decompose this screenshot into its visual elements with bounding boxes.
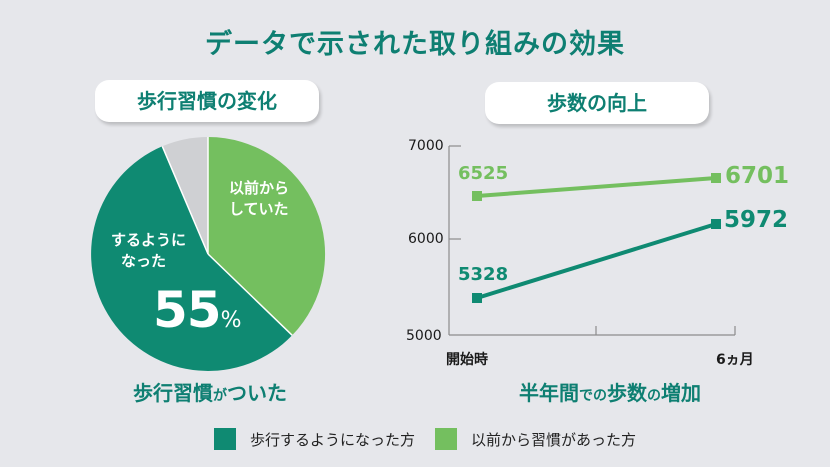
line-caption-part3: 歩数	[607, 381, 647, 405]
pie-label-existing-line1: 以前から	[229, 179, 290, 197]
pie-caption: 歩行習慣がついた	[100, 377, 320, 406]
x-tick-start: 開始時	[446, 352, 488, 368]
legend-item-new: 歩行するようになった方	[214, 428, 415, 450]
page-title: データで示された取り組みの効果	[205, 29, 625, 60]
line-chart-caption: 半年間での歩数の増加	[480, 377, 740, 406]
pie-chart-heading: 歩行習慣の変化	[95, 80, 319, 122]
pie-label-new: するように なった	[111, 230, 186, 272]
label-new-end: 5972	[724, 207, 789, 233]
line-caption-part2: での	[579, 388, 607, 404]
pie-highlight-value: 55%	[153, 285, 242, 335]
series-existing-line	[476, 176, 717, 198]
line-caption-part4: の	[647, 388, 661, 404]
legend-label-new: 歩行するようになった方	[250, 430, 416, 449]
pie-slice-new	[91, 146, 293, 371]
legend-label-existing: 以前から習慣があった方	[471, 430, 637, 449]
legend-item-existing: 以前から習慣があった方	[435, 428, 636, 450]
line-chart-heading: 歩数の向上	[485, 82, 709, 124]
pie-slice-other	[162, 137, 208, 254]
pie-caption-part1: 歩行習慣	[133, 381, 213, 405]
line-caption-part1: 半年間	[519, 381, 579, 405]
legend: 歩行するようになった方 以前から習慣があった方	[214, 428, 656, 450]
y-tick-5000: 5000	[406, 328, 442, 344]
line-caption-part5: 増加	[661, 381, 701, 405]
series-existing-point-start	[472, 191, 482, 201]
pie-caption-part3: ついた	[227, 381, 287, 405]
pie-label-existing: 以前から していた	[229, 178, 289, 220]
series-new-line	[476, 222, 717, 300]
label-new-start: 5328	[458, 264, 509, 285]
pie-label-new-line1: するように	[111, 231, 187, 249]
label-existing-start: 6525	[458, 163, 509, 184]
legend-swatch-green-icon	[435, 428, 458, 450]
pie-highlight-number: 55	[153, 281, 222, 339]
pie-label-existing-line2: していた	[229, 200, 289, 218]
pie-label-new-line2: なった	[121, 252, 167, 270]
series-existing-point-end	[711, 173, 721, 183]
series-new-point-end	[711, 219, 721, 229]
series-new-point-start	[472, 293, 482, 303]
x-tick-6months: 6ヵ月	[716, 352, 754, 368]
pie-caption-part2: が	[213, 388, 227, 404]
label-existing-end: 6701	[725, 163, 790, 189]
y-tick-6000: 6000	[408, 231, 444, 247]
pie-slice-existing	[208, 136, 326, 336]
legend-swatch-teal-icon	[214, 428, 236, 450]
y-tick-7000: 7000	[408, 138, 444, 154]
pie-highlight-unit: %	[220, 308, 242, 333]
